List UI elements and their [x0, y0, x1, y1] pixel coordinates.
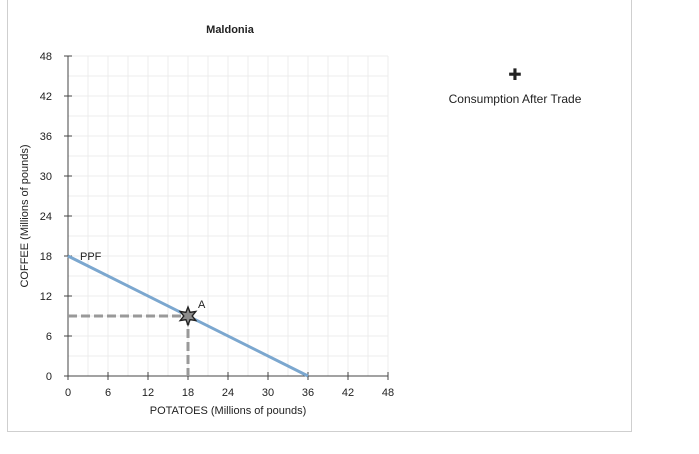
y-tick-label: 6 [46, 331, 52, 343]
grid [67, 55, 389, 377]
y-tick-label: 18 [40, 251, 52, 263]
axes [64, 55, 389, 380]
x-tick-label: 24 [222, 387, 234, 399]
legend: ✚ Consumption After Trade [430, 68, 600, 108]
labels: 0 6 12 18 24 30 36 42 48 0 6 12 18 24 30 36 42 48 PPF A [40, 51, 394, 399]
x-tick-label: 18 [182, 387, 194, 399]
y-tick-label: 42 [40, 91, 52, 103]
x-tick-label: 42 [342, 387, 354, 399]
chart-title: Maldonia [206, 24, 255, 36]
point-a-star[interactable] [178, 305, 198, 327]
consumption-marker-icon[interactable]: ✚ [508, 67, 522, 84]
ppf-label: PPF [80, 251, 102, 263]
x-axis-title: POTATOES (Millions of pounds) [150, 405, 307, 417]
x-tick-label: 0 [65, 387, 71, 399]
point-a-label: A [198, 299, 206, 311]
x-tick-label: 30 [262, 387, 274, 399]
y-tick-label: 30 [40, 171, 52, 183]
y-tick-label: 48 [40, 51, 52, 63]
y-tick-label: 24 [40, 211, 52, 223]
x-tick-label: 6 [105, 387, 111, 399]
y-tick-label: 12 [40, 291, 52, 303]
points[interactable] [178, 305, 198, 327]
guide-lines [68, 314, 190, 376]
x-tick-label: 12 [142, 387, 154, 399]
legend-label: Consumption After Trade [448, 92, 582, 106]
x-tick-label: 48 [382, 387, 394, 399]
y-tick-label: 0 [46, 371, 52, 383]
y-tick-label: 36 [40, 131, 52, 143]
y-axis-title: COFFEE (Millions of pounds) [19, 144, 31, 287]
x-tick-label: 36 [302, 387, 314, 399]
